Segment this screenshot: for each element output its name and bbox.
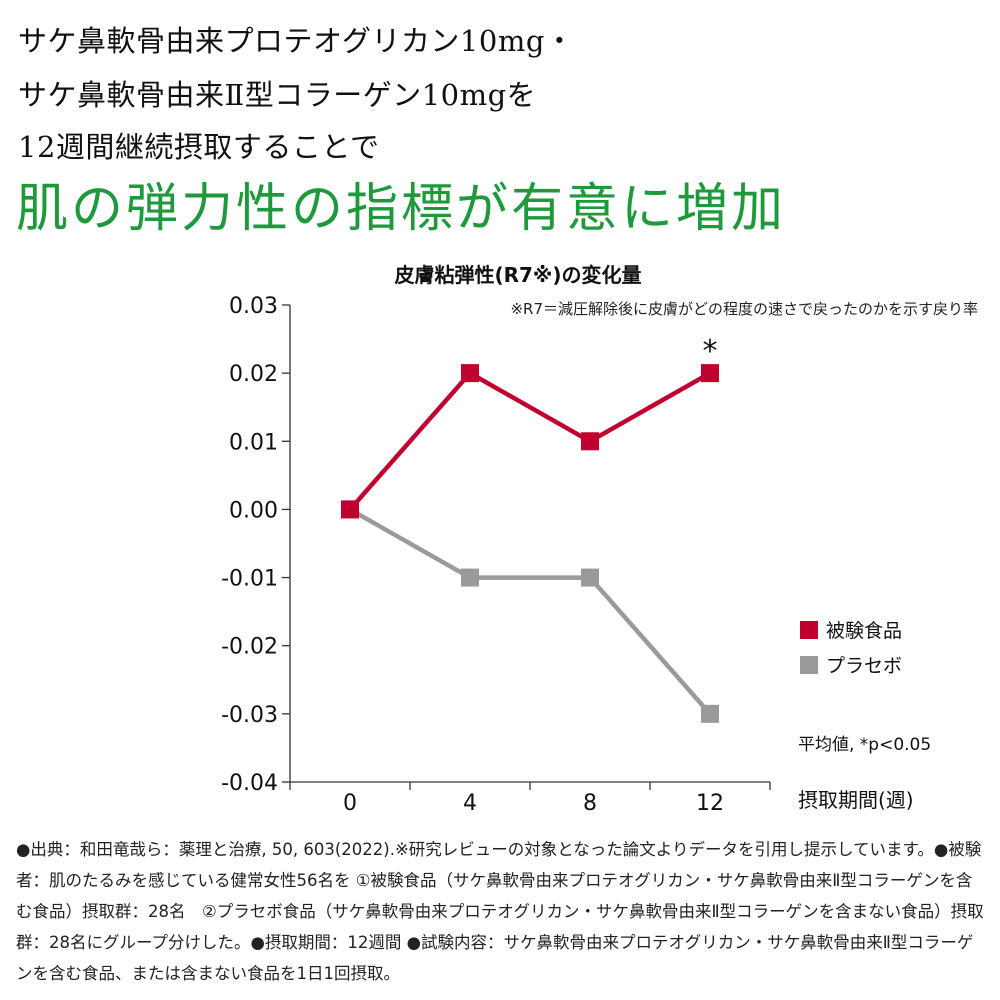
y-tick-label: -0.04: [221, 771, 278, 796]
chart-note: 平均値, *p<0.05: [798, 735, 931, 755]
x-tick-label: 8: [583, 791, 597, 816]
legend-label: 被験食品: [826, 620, 902, 642]
x-tick-label: 4: [463, 791, 477, 816]
data-point: [461, 568, 479, 587]
intro-line-2: サケ鼻軟骨由来Ⅱ型コラーゲン10mgを: [18, 78, 537, 112]
x-axis-label: 摂取期間(週): [798, 788, 914, 812]
y-tick-label: -0.02: [221, 635, 278, 660]
data-point: [581, 432, 599, 451]
chart-series: *: [341, 334, 719, 723]
footnote: ●出典：和田竜哉ら：薬理と治療, 50, 603(2022).※研究レビューの対…: [16, 840, 984, 983]
legend-swatch: [800, 656, 818, 674]
series-line: [348, 507, 712, 716]
significance-marker: *: [703, 334, 718, 369]
y-tick-label: 0.00: [229, 498, 278, 523]
y-tick-label: 0.03: [229, 294, 278, 319]
data-point: [341, 500, 359, 519]
intro-line-3: 12週間継続摂取することで: [18, 130, 380, 164]
y-tick-label: -0.03: [221, 703, 278, 728]
chart-axes: 0.03 0.02 0.01 0.00 -0.01 -0.02 -0.03 -0.04 0 4 8 1…: [221, 294, 771, 816]
y-tick-label: 0.02: [229, 362, 278, 387]
headline: 肌の弾力性の指標が有意に増加: [16, 179, 787, 239]
y-tick-label: -0.01: [221, 567, 278, 592]
chart-title: 皮膚粘弾性(R7※)の変化量: [394, 263, 641, 287]
data-point: [581, 568, 599, 587]
legend-label: プラセボ: [826, 655, 902, 677]
legend-swatch: [800, 621, 818, 639]
data-point: [701, 364, 719, 383]
intro-line-1: サケ鼻軟骨由来プロテオグリカン10mg・: [18, 24, 575, 58]
line-chart: 皮膚粘弾性(R7※)の変化量 ※R7＝減圧解除後に皮膚がどの程度の速さで戻ったの…: [221, 263, 978, 816]
series-line: [348, 370, 712, 511]
y-tick-label: 0.01: [229, 430, 278, 455]
data-point: [461, 364, 479, 383]
x-tick-label: 12: [696, 791, 724, 816]
data-point: [701, 704, 719, 723]
chart-subtitle: ※R7＝減圧解除後に皮膚がどの程度の速さで戻ったのかを示す戻り率: [510, 300, 978, 318]
x-tick-label: 0: [343, 791, 357, 816]
